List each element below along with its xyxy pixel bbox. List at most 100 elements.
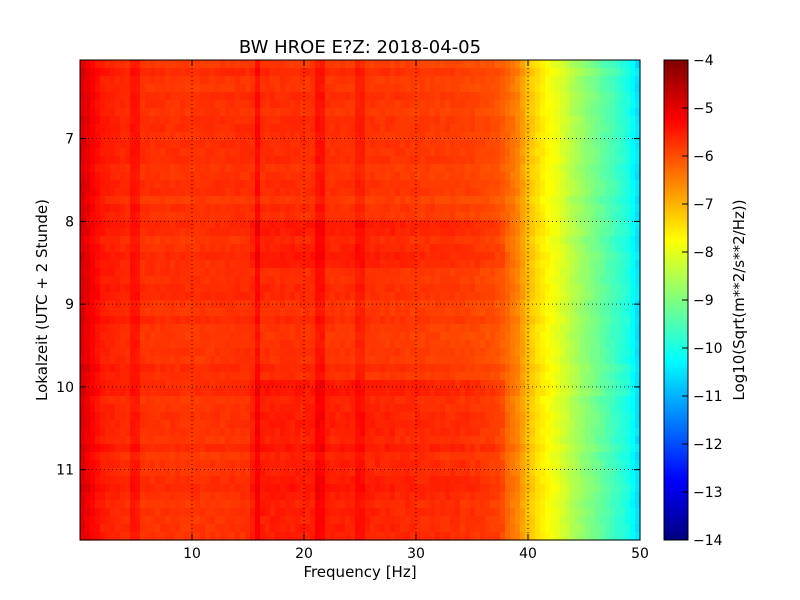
heatmap-cell bbox=[385, 180, 391, 189]
heatmap-cell bbox=[345, 180, 351, 189]
heatmap-cell bbox=[260, 84, 266, 93]
heatmap-cell bbox=[215, 316, 221, 325]
heatmap-cell bbox=[635, 244, 641, 253]
heatmap-cell bbox=[420, 228, 426, 237]
heatmap-cell bbox=[180, 132, 186, 141]
heatmap-cell bbox=[530, 292, 536, 301]
heatmap-cell bbox=[485, 308, 491, 317]
heatmap-cell bbox=[550, 132, 556, 141]
heatmap-cell bbox=[420, 100, 426, 109]
heatmap-cell bbox=[355, 68, 361, 77]
heatmap-cell bbox=[370, 372, 376, 381]
heatmap-cell bbox=[555, 148, 561, 157]
heatmap-cell bbox=[625, 252, 631, 261]
heatmap-cell bbox=[335, 348, 341, 357]
heatmap-cell bbox=[240, 124, 246, 133]
heatmap-cell bbox=[105, 364, 111, 373]
heatmap-cell bbox=[90, 340, 96, 349]
heatmap-cell bbox=[540, 308, 546, 317]
heatmap-cell bbox=[375, 316, 381, 325]
heatmap-cell bbox=[95, 372, 101, 381]
heatmap-cell bbox=[605, 172, 611, 181]
heatmap-cell bbox=[220, 364, 226, 373]
heatmap-cell bbox=[260, 276, 266, 285]
heatmap-cell bbox=[260, 404, 266, 413]
heatmap-cell bbox=[120, 212, 126, 221]
heatmap-cell bbox=[595, 164, 601, 173]
heatmap-cell bbox=[380, 396, 386, 405]
heatmap-cell bbox=[120, 284, 126, 293]
heatmap-cell bbox=[440, 132, 446, 141]
heatmap-cell bbox=[270, 260, 276, 269]
heatmap-cell bbox=[145, 84, 151, 93]
heatmap-cell bbox=[560, 276, 566, 285]
heatmap-cell bbox=[620, 268, 626, 277]
heatmap-cell bbox=[430, 260, 436, 269]
heatmap-cell bbox=[535, 108, 541, 117]
heatmap-cell bbox=[205, 236, 211, 245]
heatmap-cell bbox=[570, 372, 576, 381]
heatmap-cell bbox=[250, 372, 256, 381]
heatmap-cell bbox=[145, 196, 151, 205]
heatmap-cell bbox=[565, 396, 571, 405]
heatmap-cell bbox=[265, 76, 271, 85]
heatmap-cell bbox=[185, 324, 191, 333]
heatmap-cell bbox=[175, 76, 181, 85]
heatmap-cell bbox=[245, 84, 251, 93]
heatmap-cell bbox=[575, 220, 581, 229]
heatmap-cell bbox=[445, 76, 451, 85]
heatmap-cell bbox=[315, 164, 321, 173]
heatmap-cell bbox=[80, 324, 86, 333]
heatmap-cell bbox=[440, 348, 446, 357]
heatmap-cell bbox=[370, 172, 376, 181]
heatmap-cell bbox=[425, 244, 431, 253]
heatmap-cell bbox=[350, 124, 356, 133]
heatmap-cell bbox=[410, 324, 416, 333]
heatmap-cell bbox=[150, 92, 156, 101]
heatmap-cell bbox=[550, 316, 556, 325]
heatmap-cell bbox=[300, 228, 306, 237]
heatmap-cell bbox=[480, 308, 486, 317]
heatmap-cell bbox=[425, 100, 431, 109]
heatmap-cell bbox=[190, 348, 196, 357]
heatmap-cell bbox=[475, 356, 481, 365]
heatmap-cell bbox=[455, 204, 461, 213]
heatmap-cell bbox=[285, 196, 291, 205]
heatmap-cell bbox=[420, 244, 426, 253]
heatmap-cell bbox=[115, 252, 121, 261]
heatmap-cell bbox=[440, 116, 446, 125]
heatmap-cell bbox=[140, 116, 146, 125]
heatmap-cell bbox=[135, 236, 141, 245]
heatmap-cell bbox=[440, 372, 446, 381]
heatmap-cell bbox=[470, 324, 476, 333]
heatmap-cell bbox=[145, 276, 151, 285]
heatmap-cell bbox=[185, 292, 191, 301]
heatmap-cell bbox=[355, 260, 361, 269]
heatmap-cell bbox=[440, 124, 446, 133]
heatmap-cell bbox=[405, 380, 411, 389]
heatmap-cell bbox=[155, 92, 161, 101]
heatmap-cell bbox=[205, 132, 211, 141]
heatmap-cell bbox=[390, 204, 396, 213]
heatmap-cell bbox=[425, 92, 431, 101]
heatmap-cell bbox=[210, 76, 216, 85]
heatmap-cell bbox=[405, 108, 411, 117]
heatmap-cell bbox=[480, 204, 486, 213]
heatmap-cell bbox=[515, 132, 521, 141]
heatmap-cell bbox=[350, 132, 356, 141]
heatmap-cell bbox=[590, 124, 596, 133]
heatmap-cell bbox=[495, 204, 501, 213]
heatmap-cell bbox=[490, 236, 496, 245]
heatmap-cell bbox=[600, 388, 606, 397]
heatmap-cell bbox=[265, 284, 271, 293]
heatmap-cell bbox=[405, 388, 411, 397]
heatmap-cell bbox=[140, 100, 146, 109]
heatmap-cell bbox=[365, 404, 371, 413]
heatmap-cell bbox=[200, 404, 206, 413]
heatmap-cell bbox=[625, 236, 631, 245]
heatmap-cell bbox=[170, 164, 176, 173]
heatmap-cell bbox=[370, 388, 376, 397]
heatmap-cell bbox=[625, 404, 631, 413]
heatmap-cell bbox=[245, 124, 251, 133]
heatmap-cell bbox=[415, 92, 421, 101]
